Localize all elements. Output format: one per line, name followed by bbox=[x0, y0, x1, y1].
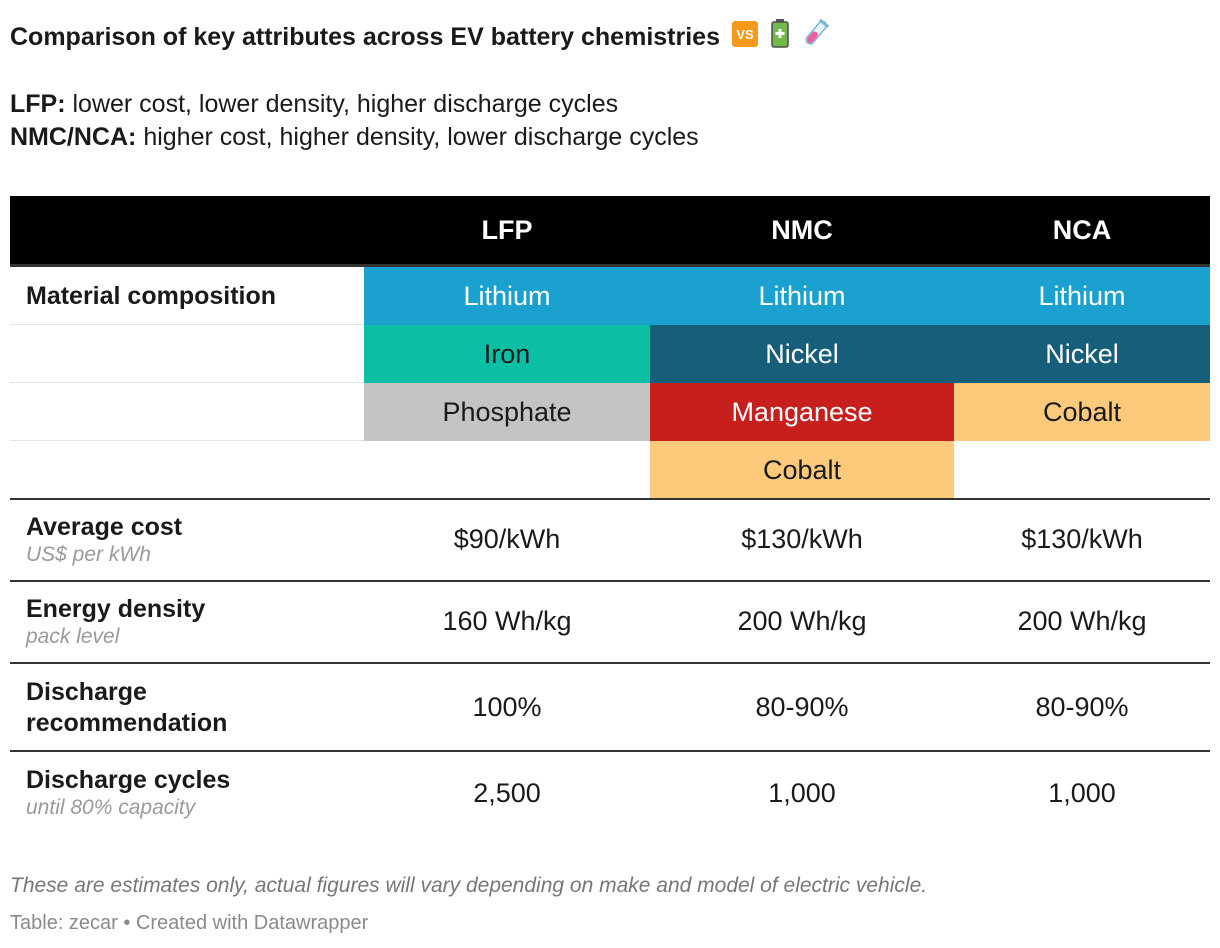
value-average-cost-nmc: $130/kWh bbox=[741, 524, 863, 554]
chart-subtitle: LFP: lower cost, lower density, higher d… bbox=[10, 88, 699, 154]
subtitle-line-nmc-nca: NMC/NCA: higher cost, higher density, lo… bbox=[10, 121, 699, 154]
value-discharge-cycles-lfp: 2,500 bbox=[473, 778, 541, 808]
row-sublabel: until 80% capacity bbox=[26, 796, 196, 819]
value-discharge-recommendation-nmc: 80-90% bbox=[755, 692, 849, 722]
value-discharge-recommendation-lfp: 100% bbox=[472, 692, 542, 722]
value-discharge-cycles-nca: 1,000 bbox=[1048, 778, 1116, 808]
row-label-material-composition: Material composition bbox=[26, 282, 277, 310]
row-sublabel: US$ per kWh bbox=[26, 543, 151, 566]
subtitle-line-lfp: LFP: lower cost, lower density, higher d… bbox=[10, 88, 699, 121]
subtitle-text: lower cost, lower density, higher discha… bbox=[65, 90, 619, 118]
value-average-cost-nca: $130/kWh bbox=[1021, 524, 1143, 554]
composition-cell-lfp-iron: Iron bbox=[364, 325, 650, 383]
row-divider bbox=[10, 580, 1210, 582]
value-discharge-cycles-nmc: 1,000 bbox=[768, 778, 836, 808]
value-energy-density-lfp: 160 Wh/kg bbox=[442, 606, 572, 636]
composition-cell-nmc-nickel: Nickel bbox=[650, 325, 954, 383]
subtitle-label: NMC/NCA: bbox=[10, 123, 137, 151]
composition-cell-nmc-cobalt: Cobalt bbox=[650, 441, 954, 499]
row-label-discharge-recommendation: Discharge recommendation bbox=[26, 677, 227, 739]
table-source: Table: zecar • Created with Datawrapper bbox=[10, 912, 369, 934]
composition-cell-nca-lithium: Lithium bbox=[954, 267, 1210, 325]
table-notes: These are estimates only, actual figures… bbox=[10, 874, 928, 897]
chart-title: Comparison of key attributes across EV b… bbox=[10, 18, 831, 55]
column-header-nca: NCA bbox=[1052, 215, 1112, 245]
composition-cell-nca-cobalt: Cobalt bbox=[954, 383, 1210, 441]
row-label-discharge-cycles: Discharge cycles until 80% capacity bbox=[26, 765, 230, 820]
vs-icon: VS bbox=[731, 20, 759, 55]
row-label-line: Discharge bbox=[26, 678, 147, 706]
composition-cell-lfp-phosphate: Phosphate bbox=[364, 383, 650, 441]
row-label-average-cost: Average cost US$ per kWh bbox=[26, 512, 182, 567]
composition-cell-nmc-lithium: Lithium bbox=[650, 267, 954, 325]
svg-text:VS: VS bbox=[736, 27, 754, 42]
row-label-text: Energy density bbox=[26, 595, 206, 623]
value-discharge-recommendation-nca: 80-90% bbox=[1035, 692, 1129, 722]
composition-cell-nmc-manganese: Manganese bbox=[650, 383, 954, 441]
chart-title-text: Comparison of key attributes across EV b… bbox=[10, 23, 720, 51]
row-divider bbox=[10, 662, 1210, 664]
composition-cell-lfp-lithium: Lithium bbox=[364, 267, 650, 325]
value-average-cost-lfp: $90/kWh bbox=[453, 524, 561, 554]
test-tube-icon bbox=[801, 18, 831, 55]
row-label-energy-density: Energy density pack level bbox=[26, 594, 205, 649]
subtitle-label: LFP: bbox=[10, 90, 66, 118]
row-divider bbox=[10, 750, 1210, 752]
column-header-nmc: NMC bbox=[771, 215, 833, 245]
row-label-text: Average cost bbox=[26, 513, 183, 541]
subtitle-text: higher cost, higher density, lower disch… bbox=[136, 123, 699, 151]
column-header-lfp: LFP bbox=[481, 215, 533, 245]
row-label-line: recommendation bbox=[26, 709, 228, 737]
table-header bbox=[10, 196, 1210, 264]
header-divider bbox=[10, 264, 1210, 267]
value-energy-density-nca: 200 Wh/kg bbox=[1017, 606, 1147, 636]
battery-icon bbox=[770, 18, 790, 55]
row-label-text: Discharge cycles bbox=[26, 766, 231, 794]
row-divider bbox=[10, 498, 1210, 500]
value-energy-density-nmc: 200 Wh/kg bbox=[737, 606, 867, 636]
composition-cell-nca-nickel: Nickel bbox=[954, 325, 1210, 383]
row-sublabel: pack level bbox=[26, 625, 120, 648]
